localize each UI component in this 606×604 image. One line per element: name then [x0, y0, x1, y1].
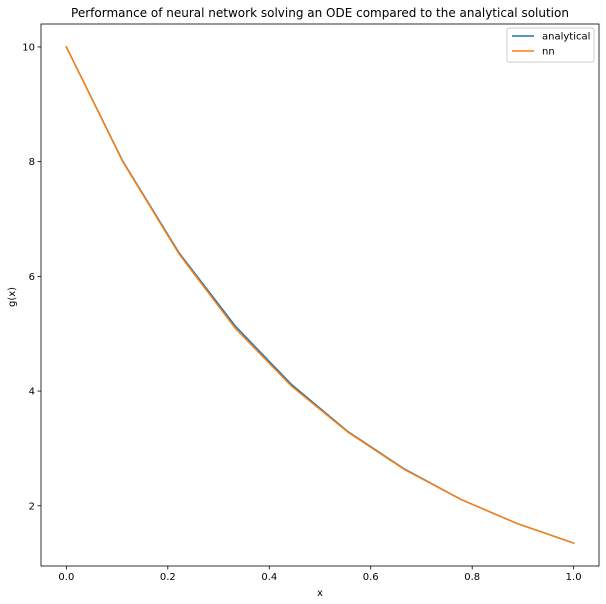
- legend-label-analytical: analytical: [542, 32, 590, 43]
- plot-background: [41, 24, 599, 566]
- y-tick-label: 4: [29, 387, 35, 398]
- y-tick-label: 8: [29, 157, 35, 168]
- x-tick-label: 1.0: [566, 572, 582, 583]
- series-line-nn: [65, 45, 575, 545]
- y-axis-ticks: 2 4 6 8 10: [22, 42, 41, 512]
- y-axis-label: g(x): [7, 287, 18, 307]
- plot-area: [41, 24, 599, 566]
- x-tick-label: 0.2: [160, 572, 176, 583]
- x-tick-label: 0.4: [261, 572, 277, 583]
- x-axis-ticks: 0.0 0.2 0.4 0.6 0.8 1.0: [58, 566, 582, 583]
- x-axis-label: x: [317, 588, 323, 599]
- y-tick-label: 10: [22, 42, 35, 53]
- y-tick-label: 2: [29, 501, 35, 512]
- x-tick-label: 0.0: [58, 572, 74, 583]
- chart-title: Performance of neural network solving an…: [71, 6, 569, 20]
- legend: analytical nn: [506, 27, 595, 63]
- plot-frame: [40, 23, 600, 567]
- x-tick-label: 0.8: [464, 572, 480, 583]
- series-lines: [65, 45, 575, 545]
- legend-label-nn: nn: [542, 47, 555, 58]
- x-tick-label: 0.6: [363, 572, 379, 583]
- y-tick-label: 6: [29, 272, 35, 283]
